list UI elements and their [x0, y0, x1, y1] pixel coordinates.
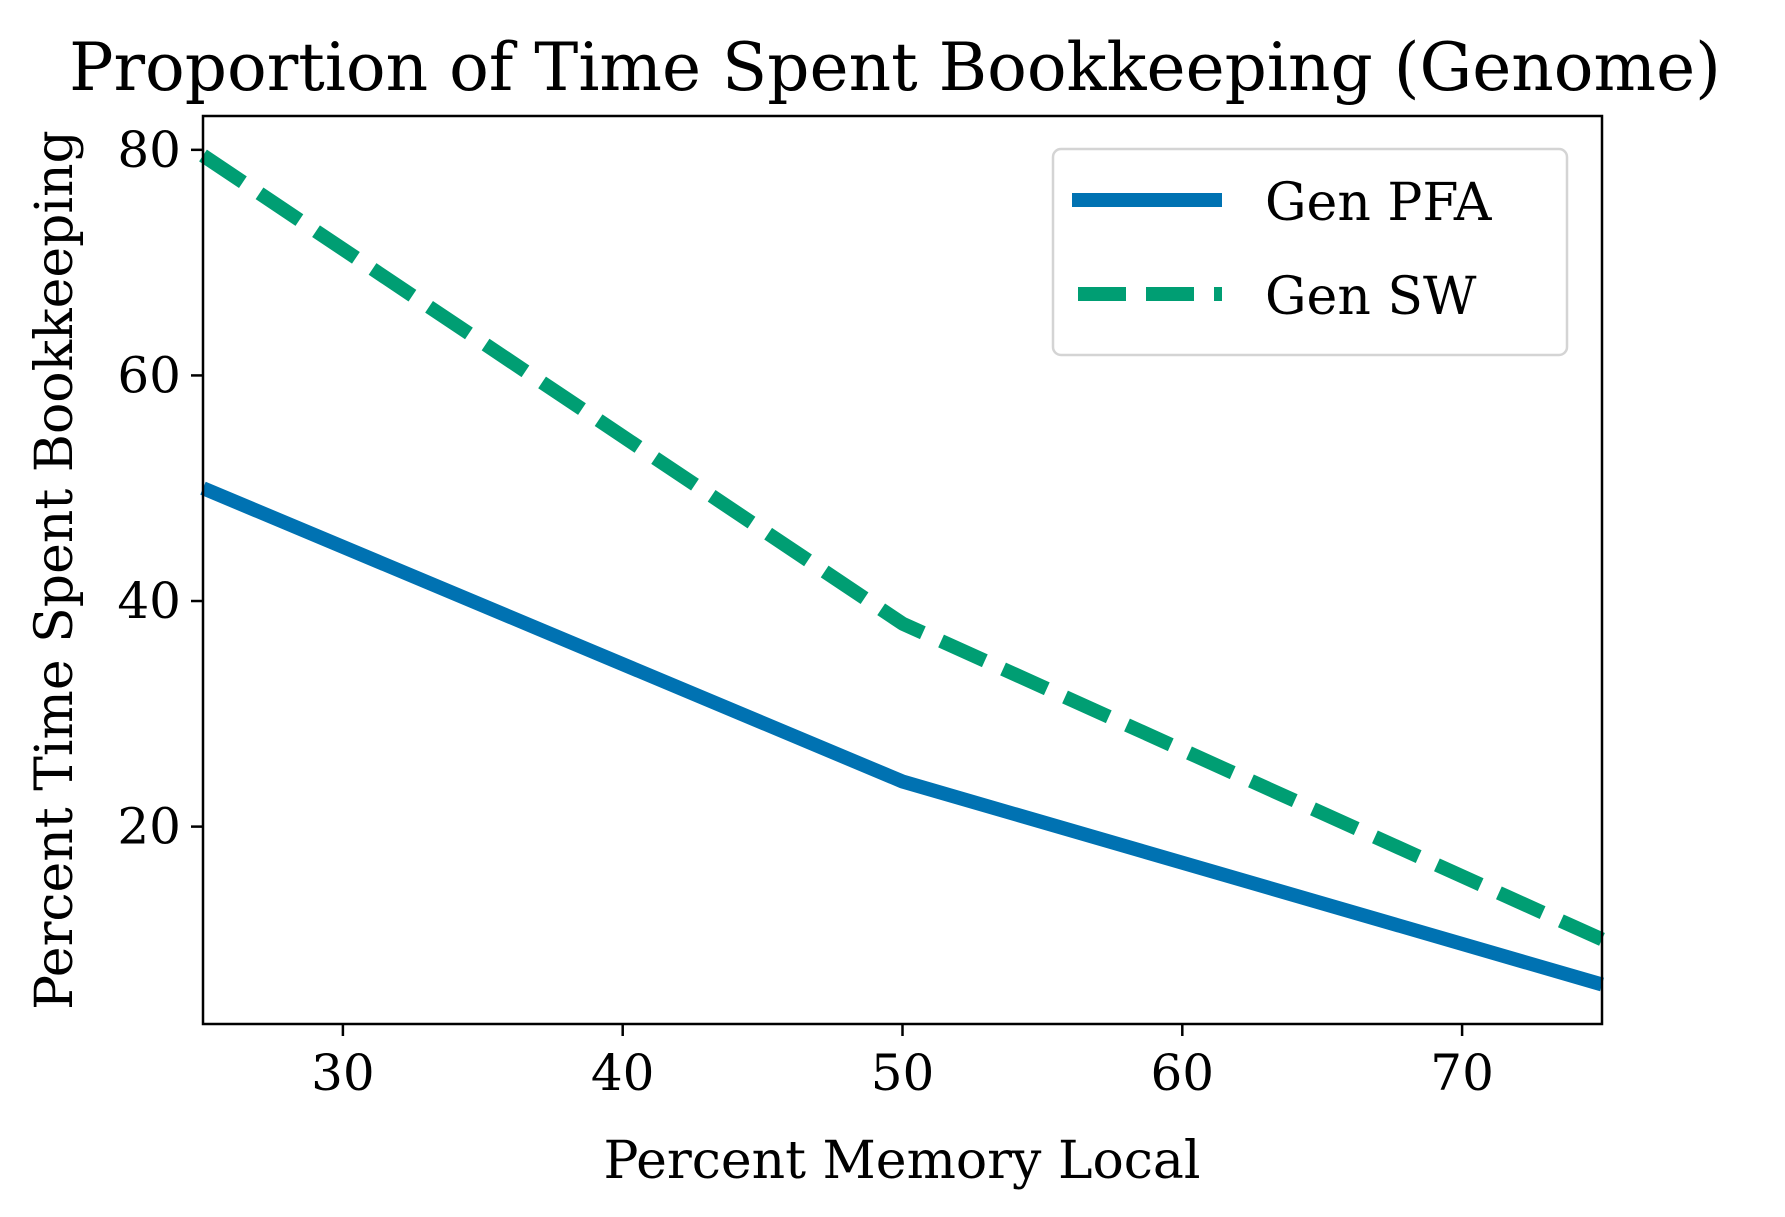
y-tick-label: 60 — [117, 346, 181, 404]
y-tick-label: 40 — [117, 572, 181, 630]
series-line-gen-sw — [199, 149, 1605, 946]
chart-title: Proportion of Time Spent Bookkeeping (Ge… — [69, 29, 1721, 106]
x-tick-label: 30 — [311, 1044, 375, 1102]
y-axis: 20 40 60 80 — [117, 121, 203, 856]
plot-lines — [199, 149, 1605, 992]
legend: Gen PFA Gen SW — [1051, 147, 1569, 357]
x-tick-label: 60 — [1150, 1044, 1214, 1102]
x-tick-label: 40 — [591, 1044, 655, 1102]
x-tick-label: 70 — [1430, 1044, 1494, 1102]
x-axis: 30 40 50 60 70 — [311, 1024, 1494, 1102]
x-axis-label: Percent Memory Local — [603, 1131, 1200, 1191]
x-tick-label: 50 — [871, 1044, 935, 1102]
y-axis-label: Percent Time Spent Bookkeeping — [25, 130, 85, 1010]
legend-label-gen-sw: Gen SW — [1265, 267, 1477, 327]
y-tick-label: 20 — [117, 798, 181, 856]
series-line-gen-pfa — [200, 481, 1604, 992]
y-tick-label: 80 — [117, 121, 181, 179]
legend-label-gen-pfa: Gen PFA — [1265, 173, 1493, 233]
